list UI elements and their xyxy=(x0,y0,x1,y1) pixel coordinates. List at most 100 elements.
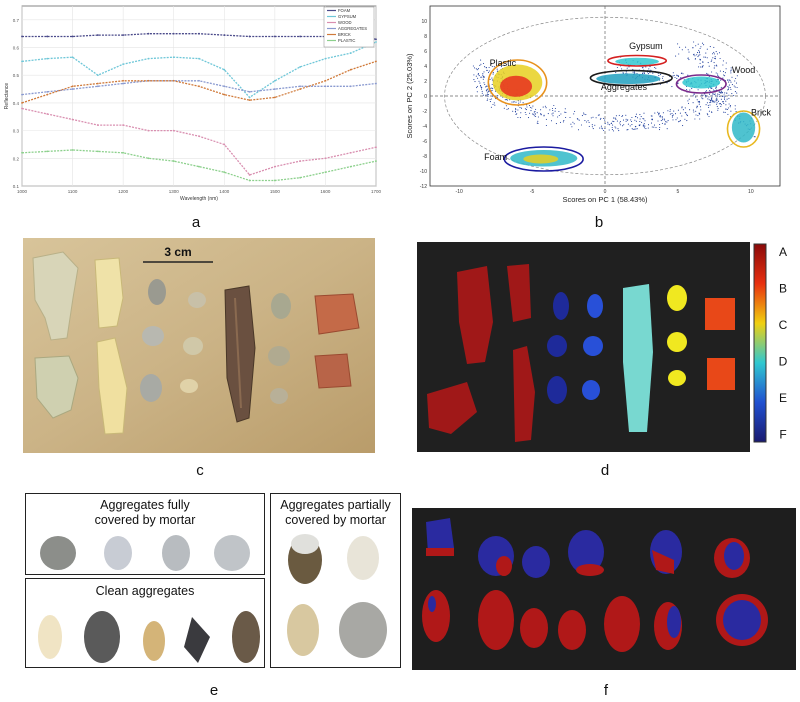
colorbar-label: C xyxy=(779,318,788,332)
aggregate-stone xyxy=(268,346,290,366)
score-point xyxy=(728,81,730,83)
class-region xyxy=(582,380,600,400)
score-point xyxy=(729,105,731,107)
score-point xyxy=(533,111,535,113)
score-point xyxy=(715,86,717,88)
score-point xyxy=(715,72,717,74)
cluster-label-brick: Brick xyxy=(751,108,771,118)
score-point xyxy=(482,74,484,76)
data-point xyxy=(122,63,125,66)
score-point xyxy=(719,57,721,60)
score-point xyxy=(719,70,721,72)
score-point xyxy=(645,66,647,68)
score-point xyxy=(677,109,679,111)
y-tick-label: -12 xyxy=(420,184,427,190)
score-point xyxy=(734,105,736,107)
score-point xyxy=(625,114,627,116)
data-point xyxy=(324,85,327,88)
score-point xyxy=(543,114,545,116)
score-point xyxy=(706,113,708,115)
score-point xyxy=(681,106,683,108)
score-point xyxy=(564,111,566,113)
stone xyxy=(40,536,76,570)
x-tick-label: 10 xyxy=(748,189,754,195)
cluster-label-foam: Foam xyxy=(484,152,507,162)
score-point xyxy=(658,75,660,77)
score-point xyxy=(665,121,667,123)
data-point xyxy=(324,171,327,174)
score-point xyxy=(686,120,688,122)
score-point xyxy=(487,98,489,100)
score-point xyxy=(733,85,735,87)
score-point xyxy=(565,111,567,114)
score-point xyxy=(691,88,693,90)
mortar-coating xyxy=(291,534,319,554)
y-tick-label: 0.4 xyxy=(13,101,20,106)
score-point xyxy=(552,109,554,112)
score-point xyxy=(647,73,649,75)
score-point xyxy=(560,113,562,115)
cluster-label-aggregates: Aggregates xyxy=(601,82,648,92)
score-point xyxy=(716,99,718,101)
score-point xyxy=(679,46,681,48)
aggregate-stone xyxy=(270,388,288,404)
score-point xyxy=(489,78,491,80)
score-point xyxy=(476,87,478,89)
score-point xyxy=(482,75,484,77)
score-point xyxy=(492,88,494,90)
score-point xyxy=(619,120,621,123)
x-tick-label: 1600 xyxy=(320,189,331,194)
class-region xyxy=(668,370,686,386)
score-point xyxy=(507,108,509,110)
score-point xyxy=(714,65,716,67)
score-point xyxy=(730,72,732,74)
score-point xyxy=(599,118,601,120)
score-point xyxy=(655,127,657,129)
data-point xyxy=(46,90,49,93)
gypsum-piece xyxy=(96,337,128,435)
score-point xyxy=(673,110,675,112)
score-point xyxy=(475,75,477,77)
score-point xyxy=(484,66,486,68)
score-point xyxy=(687,100,689,102)
score-point xyxy=(534,113,536,115)
score-point xyxy=(660,120,662,122)
score-point xyxy=(703,44,705,46)
box3-title-line2: covered by mortar xyxy=(285,513,386,527)
data-point xyxy=(324,157,327,160)
data-point xyxy=(223,85,226,88)
score-point xyxy=(653,124,656,126)
score-point xyxy=(708,65,710,67)
score-point xyxy=(684,107,686,109)
score-point xyxy=(489,101,491,103)
colorbar-label: F xyxy=(779,428,786,442)
legend-label: BRICK xyxy=(338,32,351,37)
score-point xyxy=(578,119,580,121)
score-point xyxy=(529,112,531,114)
score-point xyxy=(693,53,695,55)
score-point xyxy=(472,65,474,67)
score-point xyxy=(643,118,645,120)
score-point xyxy=(722,95,724,97)
brick-piece xyxy=(314,353,352,389)
score-point xyxy=(631,116,633,119)
score-point xyxy=(708,93,711,95)
score-point xyxy=(515,113,517,116)
score-point xyxy=(643,112,645,114)
score-point xyxy=(723,102,725,104)
data-point xyxy=(46,35,49,38)
score-point xyxy=(537,122,539,125)
score-point xyxy=(723,94,725,96)
score-point xyxy=(682,109,684,111)
score-point xyxy=(735,111,737,113)
score-point xyxy=(481,92,483,94)
fully-covered-stones xyxy=(40,535,250,571)
spectra-chart-svg: 0.1 0.2 0.3 0.4 0.5 0.6 0.7 1000 1100 1200 1300 140… xyxy=(4,5,382,202)
score-point xyxy=(699,118,701,120)
stone xyxy=(184,617,210,663)
score-point xyxy=(542,106,544,108)
panel-f-mortar-map xyxy=(412,508,796,670)
score-point xyxy=(724,75,726,77)
x-tick-label: 1200 xyxy=(118,189,129,194)
score-point xyxy=(700,109,702,111)
